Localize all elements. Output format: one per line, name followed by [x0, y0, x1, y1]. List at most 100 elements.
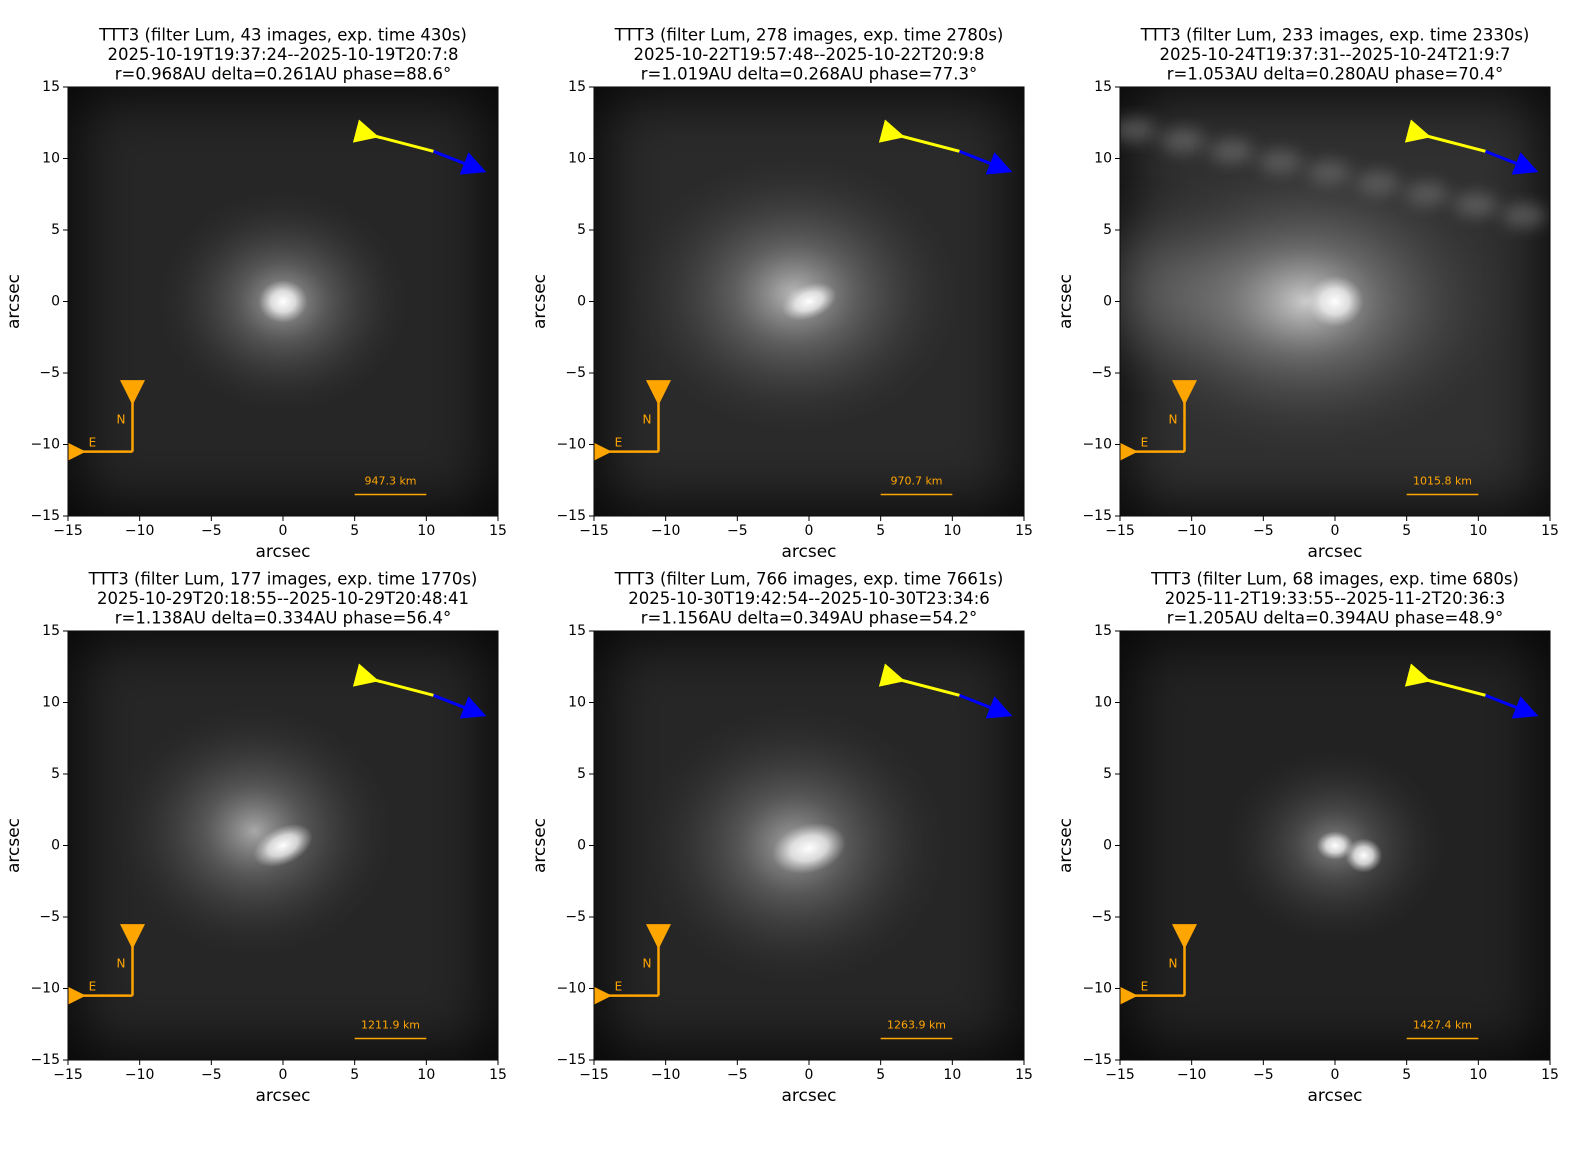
x-tick-label: 5	[876, 1067, 885, 1083]
y-axis-label: arcsec	[4, 818, 24, 873]
x-tick-label: 10	[943, 1067, 961, 1083]
panel-title: 2025-11-2T19:33:55--2025-11-2T20:36:3	[1165, 589, 1506, 608]
x-axis-label: arcsec	[781, 542, 836, 562]
x-tick-label: 0	[279, 1067, 288, 1083]
panel-title: TTT3 (filter Lum, 43 images, exp. time 4…	[98, 26, 467, 45]
y-tick-label: −15	[1082, 508, 1112, 524]
y-axis-label: arcsec	[530, 818, 550, 873]
y-tick-label: 0	[577, 838, 586, 854]
y-tick-label: 15	[1094, 79, 1112, 95]
x-tick-label: 10	[417, 1067, 435, 1083]
nucleus	[258, 280, 308, 323]
north-label: N	[1169, 413, 1178, 427]
y-tick-label: 5	[1103, 222, 1112, 238]
y-tick-label: 5	[577, 766, 586, 782]
panel-title: r=1.205AU delta=0.394AU phase=48.9°	[1167, 609, 1504, 628]
image: N E 1015.8 km	[1120, 87, 1550, 516]
panel: TTT3 (filter Lum, 43 images, exp. time 4…	[4, 26, 507, 563]
y-axis-label: arcsec	[1056, 818, 1076, 873]
y-tick-label: −5	[39, 365, 60, 381]
x-tick-label: 15	[1015, 1067, 1033, 1083]
panel-title: 2025-10-29T20:18:55--2025-10-29T20:48:41	[97, 589, 469, 608]
sun-direction-arrow	[878, 119, 960, 153]
image: N E 1427.4 km	[1120, 631, 1550, 1060]
x-tick-label: 5	[876, 523, 885, 539]
x-tick-label: −15	[579, 1067, 609, 1083]
x-tick-label: −5	[1253, 1067, 1274, 1083]
image: N E 970.7 km	[594, 87, 1024, 516]
y-tick-label: 10	[1094, 695, 1112, 711]
y-tick-label: −5	[1091, 365, 1112, 381]
y-tick-label: 15	[1094, 623, 1112, 639]
north-label: N	[643, 413, 652, 427]
x-tick-label: −10	[125, 1067, 155, 1083]
y-tick-label: −5	[39, 909, 60, 925]
north-label: N	[1169, 957, 1178, 971]
y-tick-label: −10	[556, 437, 586, 453]
y-tick-label: −10	[30, 437, 60, 453]
scale-bar-label: 947.3 km	[364, 475, 416, 488]
x-tick-label: 0	[279, 523, 288, 539]
x-tick-label: 0	[1331, 523, 1340, 539]
scale-bar-label: 1211.9 km	[361, 1019, 420, 1032]
x-tick-label: −5	[727, 1067, 748, 1083]
y-tick-label: 10	[42, 695, 60, 711]
x-axis-label: arcsec	[1307, 1086, 1362, 1106]
x-tick-label: −5	[201, 1067, 222, 1083]
scale-bar-label: 970.7 km	[890, 475, 942, 488]
y-tick-label: 0	[1103, 294, 1112, 310]
sun-direction-arrow	[1404, 663, 1486, 697]
x-tick-label: 10	[1469, 1067, 1487, 1083]
image: N E 1211.9 km	[68, 631, 498, 1060]
x-tick-label: −15	[1105, 523, 1135, 539]
x-tick-label: 5	[1402, 1067, 1411, 1083]
panel-title: r=1.019AU delta=0.268AU phase=77.3°	[641, 65, 978, 84]
x-tick-label: 15	[1541, 1067, 1559, 1083]
coma-halo	[111, 702, 398, 960]
y-axis-label: arcsec	[4, 274, 24, 329]
nucleus	[1316, 831, 1354, 860]
panel: TTT3 (filter Lum, 177 images, exp. time …	[4, 570, 507, 1107]
x-tick-label: 10	[417, 523, 435, 539]
sun-direction-arrow	[878, 663, 960, 697]
y-axis-label: arcsec	[1056, 274, 1076, 329]
y-axis-label: arcsec	[530, 274, 550, 329]
panel-title: 2025-10-30T19:42:54--2025-10-30T23:34:6	[628, 589, 990, 608]
x-tick-label: −5	[727, 523, 748, 539]
star-trail	[1120, 117, 1157, 142]
x-tick-label: −10	[651, 523, 681, 539]
nucleus	[772, 822, 846, 874]
nucleus	[253, 824, 313, 867]
east-label: E	[615, 436, 623, 450]
y-tick-label: 15	[42, 623, 60, 639]
y-tick-label: 0	[51, 838, 60, 854]
x-tick-label: −15	[579, 523, 609, 539]
y-tick-label: 10	[568, 695, 586, 711]
x-tick-label: 15	[1541, 523, 1559, 539]
y-tick-label: 5	[1103, 766, 1112, 782]
scale-bar-label: 1427.4 km	[1413, 1019, 1472, 1032]
y-tick-label: 5	[51, 766, 60, 782]
nucleus	[1345, 838, 1383, 873]
x-tick-label: −5	[1253, 523, 1274, 539]
east-label: E	[89, 980, 97, 994]
x-tick-label: 0	[805, 523, 814, 539]
x-tick-label: 10	[943, 523, 961, 539]
y-tick-label: −15	[30, 508, 60, 524]
y-tick-label: −15	[556, 508, 586, 524]
east-label: E	[1141, 436, 1149, 450]
y-tick-label: 10	[568, 151, 586, 167]
y-tick-label: −10	[1082, 437, 1112, 453]
y-tick-label: 0	[1103, 838, 1112, 854]
panel-title: r=0.968AU delta=0.261AU phase=88.6°	[115, 65, 452, 84]
velocity-arrow	[958, 693, 1013, 719]
velocity-arrow	[958, 149, 1013, 175]
image: N E 947.3 km	[68, 87, 498, 516]
y-tick-label: 5	[577, 222, 586, 238]
x-tick-label: 5	[350, 1067, 359, 1083]
x-tick-label: −15	[53, 523, 83, 539]
velocity-arrow	[432, 149, 487, 175]
y-tick-label: −15	[556, 1052, 586, 1068]
star-trail	[1502, 203, 1547, 228]
